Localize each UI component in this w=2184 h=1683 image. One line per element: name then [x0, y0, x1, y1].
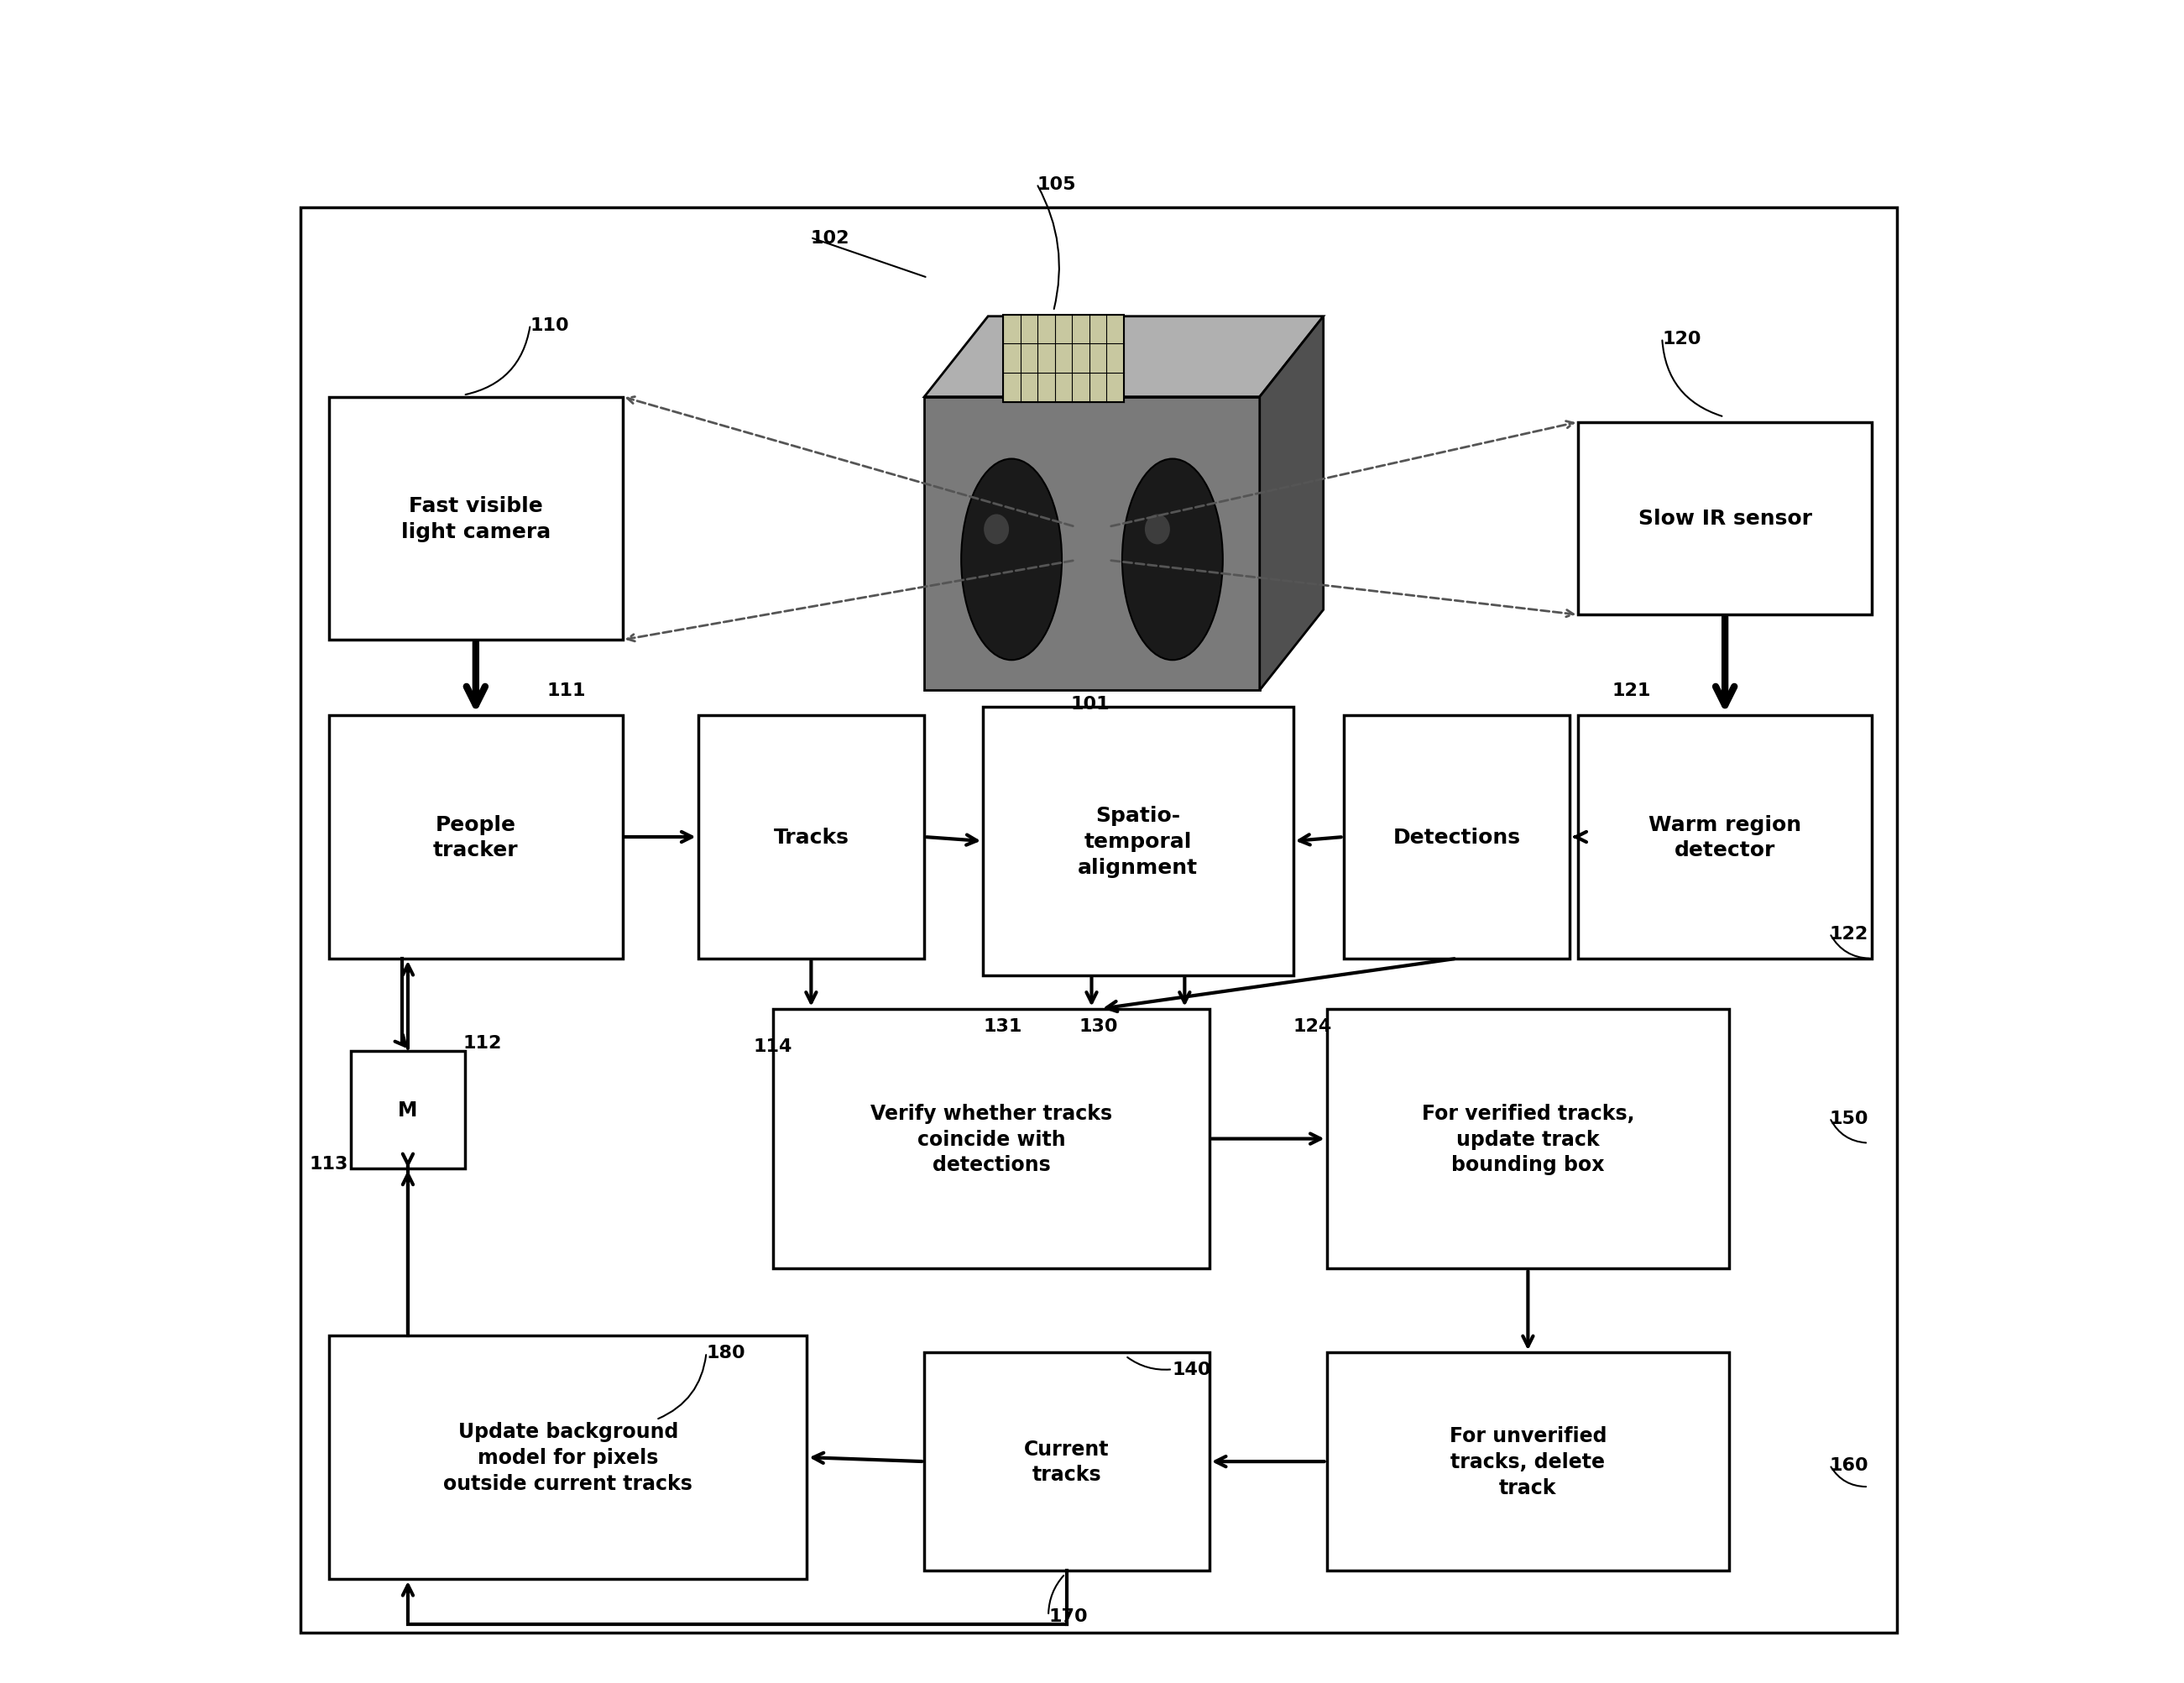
FancyBboxPatch shape — [983, 707, 1293, 976]
Polygon shape — [1260, 316, 1324, 690]
Text: 180: 180 — [705, 1345, 745, 1362]
Text: Warm region
detector: Warm region detector — [1649, 815, 1802, 860]
Text: 130: 130 — [1079, 1018, 1118, 1035]
Text: For unverified
tracks, delete
track: For unverified tracks, delete track — [1450, 1426, 1607, 1498]
FancyBboxPatch shape — [699, 715, 924, 959]
FancyBboxPatch shape — [1326, 1353, 1730, 1570]
Ellipse shape — [983, 515, 1009, 545]
FancyBboxPatch shape — [1579, 715, 1872, 959]
Text: 140: 140 — [1173, 1362, 1212, 1378]
Text: Update background
model for pixels
outside current tracks: Update background model for pixels outsi… — [443, 1422, 692, 1493]
Text: Spatio-
temporal
alignment: Spatio- temporal alignment — [1079, 806, 1199, 877]
Text: Verify whether tracks
coincide with
detections: Verify whether tracks coincide with dete… — [871, 1104, 1112, 1175]
Polygon shape — [924, 397, 1260, 690]
Text: 105: 105 — [1037, 177, 1077, 194]
Text: 150: 150 — [1830, 1109, 1870, 1126]
FancyBboxPatch shape — [773, 1010, 1210, 1269]
Text: 113: 113 — [308, 1155, 347, 1171]
Text: Detections: Detections — [1393, 828, 1520, 847]
Ellipse shape — [1123, 459, 1223, 660]
Text: 131: 131 — [983, 1018, 1022, 1035]
FancyBboxPatch shape — [1579, 422, 1872, 616]
FancyBboxPatch shape — [352, 1050, 465, 1168]
FancyBboxPatch shape — [1002, 315, 1125, 402]
FancyBboxPatch shape — [330, 1336, 806, 1579]
Text: 112: 112 — [463, 1035, 502, 1050]
Text: 114: 114 — [753, 1038, 793, 1054]
Text: Fast visible
light camera: Fast visible light camera — [402, 496, 550, 542]
Text: 121: 121 — [1612, 682, 1651, 698]
FancyBboxPatch shape — [330, 397, 622, 640]
Text: Current
tracks: Current tracks — [1024, 1439, 1109, 1484]
Text: M: M — [397, 1099, 417, 1119]
Text: People
tracker: People tracker — [432, 815, 518, 860]
Ellipse shape — [1144, 515, 1171, 545]
Polygon shape — [924, 316, 1324, 397]
Text: 111: 111 — [546, 682, 585, 698]
Text: 122: 122 — [1830, 926, 1870, 942]
Text: 170: 170 — [1048, 1607, 1088, 1624]
Text: 102: 102 — [810, 231, 850, 246]
Text: Tracks: Tracks — [773, 828, 850, 847]
Text: 110: 110 — [531, 316, 570, 333]
Text: For verified tracks,
update track
bounding box: For verified tracks, update track boundi… — [1422, 1104, 1634, 1175]
Text: Slow IR sensor: Slow IR sensor — [1638, 508, 1813, 528]
Ellipse shape — [961, 459, 1061, 660]
Text: 101: 101 — [1070, 695, 1109, 712]
Text: 120: 120 — [1662, 330, 1701, 347]
FancyBboxPatch shape — [924, 1353, 1210, 1570]
Text: 124: 124 — [1293, 1018, 1332, 1035]
FancyBboxPatch shape — [330, 715, 622, 959]
FancyBboxPatch shape — [1343, 715, 1570, 959]
Text: 160: 160 — [1830, 1456, 1870, 1473]
FancyBboxPatch shape — [1326, 1010, 1730, 1269]
